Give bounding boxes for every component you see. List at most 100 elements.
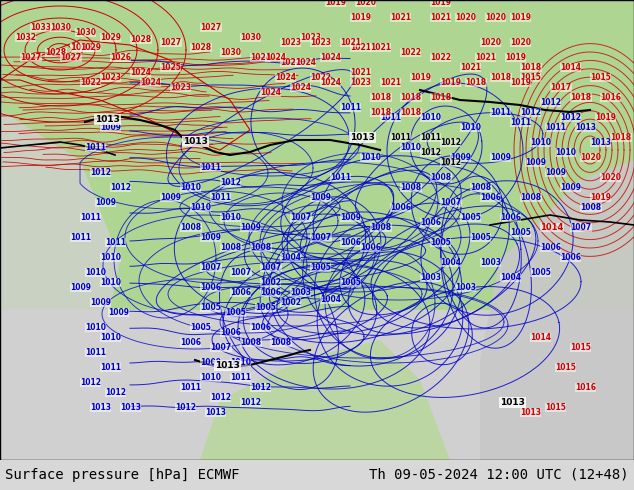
Text: 1025: 1025 — [160, 63, 181, 72]
Text: 1008: 1008 — [580, 203, 601, 212]
Text: 1004: 1004 — [280, 253, 301, 262]
Polygon shape — [200, 340, 450, 460]
Text: 1019: 1019 — [505, 53, 526, 62]
Text: 1006: 1006 — [260, 288, 281, 297]
Text: 1011: 1011 — [180, 383, 201, 392]
Text: 1011: 1011 — [85, 348, 106, 357]
Text: 1007: 1007 — [260, 263, 281, 272]
Text: 1015: 1015 — [570, 343, 591, 352]
Text: 1018: 1018 — [370, 108, 391, 117]
Text: 1007: 1007 — [200, 263, 221, 272]
Text: 1006: 1006 — [360, 243, 381, 252]
Text: 1015: 1015 — [555, 363, 576, 372]
Text: 1004: 1004 — [440, 258, 461, 267]
Text: 1013: 1013 — [90, 403, 111, 412]
Text: 1019: 1019 — [410, 73, 431, 82]
Text: 1022: 1022 — [80, 78, 101, 87]
Bar — [0, 460, 634, 490]
Text: 1024: 1024 — [250, 53, 271, 62]
Text: 1004: 1004 — [320, 295, 341, 304]
Text: 1018: 1018 — [370, 93, 391, 102]
Text: 1010: 1010 — [400, 143, 421, 152]
Text: 1011: 1011 — [100, 363, 121, 372]
Text: 1024: 1024 — [275, 73, 296, 82]
Text: 1008: 1008 — [250, 243, 271, 252]
Text: 1007: 1007 — [440, 198, 461, 207]
Text: 1020: 1020 — [455, 13, 476, 22]
Text: 1021: 1021 — [340, 38, 361, 47]
Text: 1019: 1019 — [590, 193, 611, 202]
Text: 1006: 1006 — [250, 323, 271, 332]
Text: 1018: 1018 — [465, 78, 486, 87]
Text: 1005: 1005 — [460, 213, 481, 222]
Text: 1019: 1019 — [325, 0, 346, 7]
Text: 1019: 1019 — [510, 78, 531, 87]
Text: 1009: 1009 — [200, 358, 221, 367]
Text: 1010: 1010 — [420, 113, 441, 122]
Text: 1006: 1006 — [480, 193, 501, 202]
Text: 1010: 1010 — [180, 183, 201, 192]
Text: 1011: 1011 — [510, 118, 531, 127]
Text: 1021: 1021 — [350, 68, 371, 77]
Text: 1012: 1012 — [440, 158, 461, 167]
Text: Th 09-05-2024 12:00 UTC (12+48): Th 09-05-2024 12:00 UTC (12+48) — [370, 468, 629, 482]
Text: 1012: 1012 — [80, 378, 101, 387]
Text: 1006: 1006 — [340, 238, 361, 247]
Text: 1020: 1020 — [355, 0, 376, 7]
Text: 1005: 1005 — [510, 228, 531, 237]
Text: 1033: 1033 — [30, 23, 51, 32]
Text: 1007: 1007 — [570, 223, 591, 232]
Text: 1010: 1010 — [555, 148, 576, 157]
Text: 1006: 1006 — [420, 218, 441, 227]
Text: 1006: 1006 — [500, 213, 521, 222]
Text: 1003: 1003 — [455, 283, 476, 292]
Text: 1010: 1010 — [100, 253, 121, 262]
Text: 1011: 1011 — [80, 213, 101, 222]
Text: 1027: 1027 — [200, 23, 221, 32]
Text: 1009: 1009 — [340, 213, 361, 222]
Text: 1011: 1011 — [390, 133, 411, 142]
Text: 1020: 1020 — [485, 13, 506, 22]
Text: 1021: 1021 — [460, 63, 481, 72]
Text: 1018: 1018 — [570, 93, 591, 102]
Text: 1012: 1012 — [420, 148, 441, 157]
Text: 1010: 1010 — [360, 153, 381, 162]
Text: 1015: 1015 — [590, 73, 611, 82]
Text: 1012: 1012 — [240, 398, 261, 407]
Text: 1012: 1012 — [250, 383, 271, 392]
Text: 1030: 1030 — [220, 48, 241, 57]
Text: 1026: 1026 — [110, 53, 131, 62]
Polygon shape — [0, 110, 120, 460]
Text: 1024: 1024 — [140, 78, 161, 87]
Text: 1021: 1021 — [390, 13, 411, 22]
Text: 1023: 1023 — [100, 73, 121, 82]
Text: 1011: 1011 — [420, 133, 441, 142]
Text: 1017: 1017 — [550, 83, 571, 92]
Text: 1010: 1010 — [530, 138, 551, 147]
Text: 1022: 1022 — [310, 73, 331, 82]
Text: 1009: 1009 — [90, 298, 111, 307]
Text: 1016: 1016 — [600, 93, 621, 102]
Text: 1023: 1023 — [350, 78, 371, 87]
Text: 1008: 1008 — [370, 223, 391, 232]
Text: 1008: 1008 — [270, 338, 291, 347]
Text: 1029: 1029 — [80, 43, 101, 52]
Text: 1033: 1033 — [70, 43, 93, 52]
Text: Surface pressure [hPa] ECMWF: Surface pressure [hPa] ECMWF — [5, 468, 240, 482]
Text: 1009: 1009 — [100, 123, 121, 132]
Text: 1014: 1014 — [540, 223, 564, 232]
Bar — [0, 0, 634, 310]
Text: 1009: 1009 — [95, 198, 116, 207]
Text: 1024: 1024 — [320, 78, 341, 87]
Text: 1009: 1009 — [240, 223, 261, 232]
Text: 1006: 1006 — [200, 283, 221, 292]
Text: 1014: 1014 — [530, 333, 551, 342]
Text: 1023: 1023 — [280, 38, 301, 47]
Text: 1012: 1012 — [220, 178, 241, 187]
Text: 1018: 1018 — [490, 73, 511, 82]
Text: 1028: 1028 — [190, 43, 211, 52]
Text: 1013: 1013 — [215, 361, 240, 370]
Text: 1012: 1012 — [540, 98, 561, 107]
Text: 1005: 1005 — [200, 303, 221, 312]
Text: 1004: 1004 — [500, 273, 521, 282]
